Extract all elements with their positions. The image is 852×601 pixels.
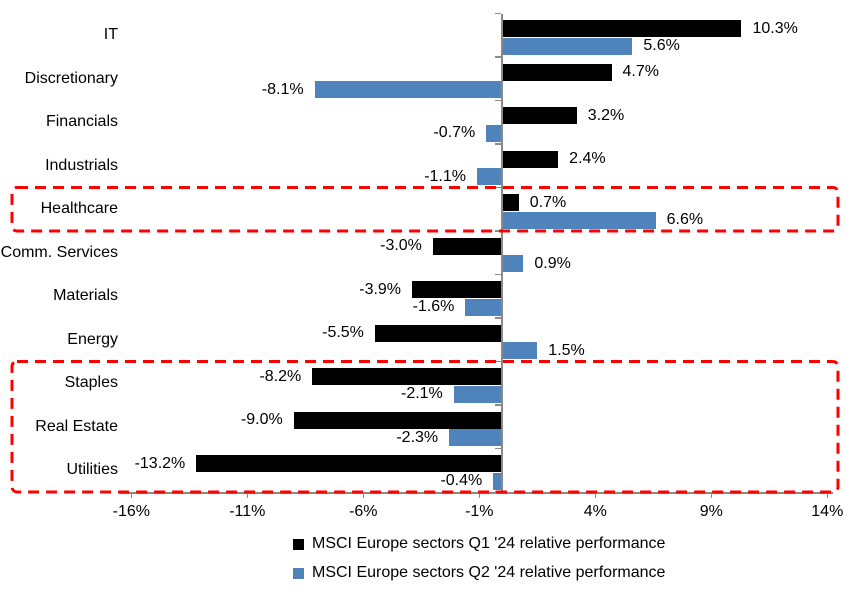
bar-q2-materials [465, 298, 503, 316]
value-label-q1-financials: 3.2% [587, 106, 625, 124]
x-tick-label: -6% [349, 503, 378, 520]
category-label-materials: Materials [53, 287, 118, 305]
bar-q2-comm-services [502, 255, 524, 273]
y-axis-tick [494, 447, 501, 450]
value-label-q2-real-estate: -2.3% [396, 428, 439, 446]
category-label-industrials: Industrials [45, 156, 118, 174]
value-label-q1-it: 10.3% [752, 19, 798, 37]
x-axis-tick [594, 492, 597, 498]
legend-item-q1: MSCI Europe sectors Q1 '24 relative perf… [293, 535, 665, 553]
bar-q1-financials [502, 107, 577, 125]
category-label-financials: Financials [45, 113, 118, 131]
y-axis-tick [494, 317, 501, 319]
x-tick-label: 4% [583, 503, 607, 520]
value-label-q1-materials: -3.9% [359, 280, 402, 298]
bar-q2-it [502, 37, 633, 55]
value-label-q1-utilities: -13.2% [134, 454, 186, 472]
y-axis-tick [494, 230, 501, 232]
x-axis-tick [710, 492, 713, 498]
legend-label-q2: MSCI Europe sectors Q2 '24 relative perf… [312, 564, 666, 581]
y-axis-tick [494, 143, 501, 145]
x-axis-tick [362, 492, 365, 498]
value-label-q2-healthcare: 6.6% [666, 211, 704, 229]
bar-q2-discretionary [314, 81, 503, 99]
value-label-q1-discretionary: 4.7% [622, 63, 659, 81]
bar-q1-it [502, 20, 742, 38]
x-axis-tick [478, 492, 481, 498]
category-label-real-estate: Real Estate [35, 417, 118, 435]
bar-q2-healthcare [502, 211, 656, 229]
bar-q2-financials [486, 124, 503, 142]
category-label-discretionary: Discretionary [24, 69, 118, 87]
value-label-q2-industrials: -1.1% [424, 167, 466, 185]
q2-series-swatch-icon [293, 567, 304, 579]
y-axis-tick [494, 99, 501, 102]
value-label-q2-discretionary: -8.1% [261, 80, 304, 98]
category-label-utilities: Utilities [66, 461, 118, 479]
category-label-comm-services: Comm. Services [0, 243, 118, 261]
y-axis-tick [494, 404, 501, 406]
y-axis-line [501, 13, 503, 492]
q1-series-swatch-icon [293, 538, 304, 550]
legend-item-q2: MSCI Europe sectors Q2 '24 relative perf… [293, 564, 665, 582]
bar-q2-real-estate [449, 429, 503, 447]
value-label-q2-energy: 1.5% [548, 341, 585, 359]
value-label-q2-utilities: -0.4% [440, 472, 483, 490]
x-axis-tick [826, 492, 829, 498]
y-axis-tick [494, 273, 501, 276]
value-label-q2-staples: -2.1% [400, 385, 443, 403]
y-axis-tick [494, 360, 501, 363]
x-tick-label: -1% [465, 503, 494, 520]
y-axis-tick [494, 12, 501, 15]
x-tick-label: -16% [112, 503, 150, 520]
bar-q1-energy [374, 324, 503, 342]
bar-q2-staples [453, 385, 503, 403]
bar-q2-energy [502, 342, 538, 360]
value-label-q1-healthcare: 0.7% [529, 193, 567, 211]
x-axis-line [119, 492, 833, 494]
bar-q1-materials [412, 281, 503, 299]
bar-q1-discretionary [502, 63, 612, 81]
category-label-staples: Staples [64, 374, 118, 392]
bar-q1-healthcare [502, 194, 519, 212]
value-label-q2-it: 5.6% [643, 37, 680, 55]
value-label-q1-real-estate: -9.0% [240, 411, 283, 429]
x-tick-label: 9% [699, 503, 723, 520]
value-label-q1-comm-services: -3.0% [380, 237, 422, 255]
x-tick-label: -11% [229, 503, 266, 520]
value-label-q2-financials: -0.7% [433, 124, 476, 142]
category-label-healthcare: Healthcare [40, 200, 118, 218]
category-label-energy: Energy [67, 330, 118, 348]
chart-legend: MSCI Europe sectors Q1 '24 relative perf… [293, 535, 665, 582]
value-label-q1-industrials: 2.4% [569, 150, 606, 168]
category-label-it: IT [103, 26, 118, 44]
y-axis-tick [494, 186, 501, 189]
legend-label-q1: MSCI Europe sectors Q1 '24 relative perf… [312, 535, 666, 552]
x-tick-label: 14% [811, 503, 844, 520]
y-axis-tick [494, 56, 501, 58]
x-axis-tick [130, 492, 133, 498]
bar-q2-industrials [476, 168, 503, 186]
value-label-q2-comm-services: 0.9% [534, 254, 571, 272]
value-label-q2-materials: -1.6% [412, 298, 455, 316]
x-axis-tick [246, 492, 249, 498]
value-label-q1-staples: -8.2% [259, 367, 302, 385]
bar-q1-comm-services [432, 237, 503, 255]
value-label-q1-energy: -5.5% [322, 324, 364, 342]
bar-q1-industrials [502, 150, 559, 168]
